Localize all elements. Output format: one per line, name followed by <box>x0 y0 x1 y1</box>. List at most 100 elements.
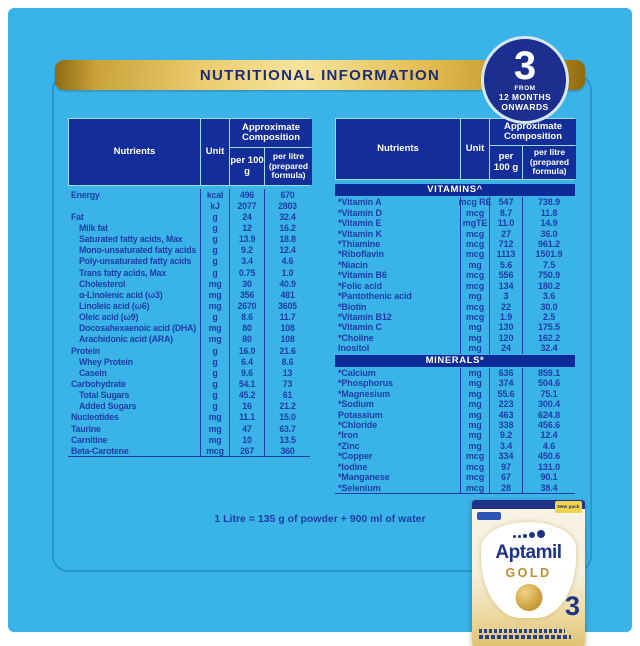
nutrient-unit: mg <box>460 322 489 333</box>
value-per-100g: 27 <box>489 228 522 239</box>
nutrient-unit: mg <box>460 259 489 271</box>
nutrient-name: Oleic acid (ω9) <box>79 312 139 323</box>
nutrient-name: *Vitamin C <box>338 322 382 333</box>
nutrient-name: *Magnesium <box>338 388 391 399</box>
table-row: Oleic acid (ω9) g 8.6 11.7 <box>68 311 310 323</box>
pack-fine-print <box>479 635 571 639</box>
nutrient-name: Linoleic acid (ω6) <box>79 300 150 311</box>
table-row: Fat g 24 32.4 <box>68 211 310 223</box>
nutrient-name: *Vitamin K <box>338 228 382 239</box>
value-per-litre: 300.4 <box>522 398 575 410</box>
nutrient-unit: mg <box>460 388 489 399</box>
product-pack-image: New pack Aptamil GOLD 3 <box>472 500 585 646</box>
value-per-100g: 356 <box>229 289 264 301</box>
pack-stage-number: 3 <box>564 591 580 621</box>
gold-medal-icon <box>515 584 542 611</box>
nutrient-name: *Choline <box>338 332 374 343</box>
table-row: Cholesterol mg 30 40.9 <box>68 278 310 290</box>
nutrient-name: Added Sugars <box>79 401 137 412</box>
value-per-100g: 80 <box>229 333 264 345</box>
nutrient-unit: mcg <box>460 280 489 291</box>
maker-logo <box>477 512 501 520</box>
table-row: *Chloride mg 338 456.6 <box>335 419 575 431</box>
col-header-unit: Unit <box>201 119 229 185</box>
nutrient-unit: mgTE <box>460 217 489 229</box>
nutrient-unit: mcg <box>460 207 489 218</box>
value-per-litre: 624.8 <box>522 409 575 420</box>
page-title: NUTRITIONAL INFORMATION <box>199 66 441 84</box>
col-header-per-100g: per 100 g <box>490 146 522 179</box>
table-row: *Selenium mcg 28 38.4 <box>335 482 575 493</box>
table-row: *Phosphorus mg 374 504.6 <box>335 378 575 389</box>
nutrient-name: *Pantothenic acid <box>338 291 412 302</box>
value-per-100g: 334 <box>489 451 522 462</box>
nutrient-name: *Iron <box>338 430 359 441</box>
nutrient-unit: g <box>200 311 229 323</box>
preparation-note: 1 Litre = 135 g of powder + 900 ml of wa… <box>214 513 426 525</box>
value-per-litre: 12.4 <box>264 244 310 256</box>
table-row: Linoleic acid (ω6) mg 2670 3605 <box>68 300 310 312</box>
pack-shield: Aptamil GOLD <box>481 522 576 618</box>
value-per-100g: 16 <box>229 400 264 412</box>
nutrient-name: Casein <box>79 367 107 378</box>
nutrient-unit: g <box>200 367 229 379</box>
variant-name: GOLD <box>505 566 552 580</box>
value-per-100g: 22 <box>489 301 522 312</box>
value-per-litre: 162.2 <box>522 332 575 344</box>
table-row: *Vitamin B12 mcg 1.9 2.5 <box>335 311 575 323</box>
nutrient-name: *Folic acid <box>338 280 382 291</box>
nutrient-unit: g <box>200 233 229 245</box>
value-per-litre: 738.9 <box>522 197 575 208</box>
value-per-litre: 21.6 <box>264 344 310 357</box>
nutrient-name: *Selenium <box>338 482 381 493</box>
nutrient-name: *Vitamin B6 <box>338 270 387 281</box>
table-row: *Vitamin A mcg RE 547 738.9 <box>335 197 575 208</box>
table-row: Mono-unsaturated fatty acids g 9.2 12.4 <box>68 244 310 256</box>
value-per-100g: 6.4 <box>229 356 264 368</box>
nutrient-name: Saturated fatty acids, Max <box>79 234 183 245</box>
value-per-litre: 450.6 <box>522 451 575 462</box>
value-per-litre: 13.5 <box>264 434 310 446</box>
table-row: Whey Protein g 6.4 8.6 <box>68 356 310 368</box>
nutrient-unit: mg <box>460 332 489 344</box>
value-per-100g: 547 <box>489 197 522 208</box>
nutrient-name: Taurine <box>71 423 101 434</box>
nutrient-unit: mcg <box>460 451 489 462</box>
value-per-100g: 8.7 <box>489 207 522 218</box>
table-row: *Thiamine mcg 712 961.2 <box>335 238 575 250</box>
value-per-litre: 961.2 <box>522 238 575 250</box>
nutrient-name <box>68 200 200 211</box>
value-per-100g: 24 <box>489 343 522 354</box>
value-per-100g: 120 <box>489 332 522 344</box>
value-per-100g: 9.6 <box>229 367 264 379</box>
table-row: *Riboflavin mcg 1113 1501.9 <box>335 249 575 260</box>
value-per-litre: 11.8 <box>522 207 575 218</box>
value-per-100g: 463 <box>489 409 522 420</box>
value-per-100g: 3.4 <box>489 440 522 452</box>
stage-number: 3 <box>513 43 537 88</box>
nutrient-name: Poly-unsaturated fatty acids <box>79 256 192 267</box>
nutrient-name: Arachidonic acid (ARA) <box>79 334 173 345</box>
nutrients-table-right: Nutrients Unit Approximate Composition p… <box>335 118 576 494</box>
col-header-per-100g: per 100 g <box>230 148 264 185</box>
col-header-nutrients: Nutrients <box>69 119 200 185</box>
table-row: Potassium mg 463 624.8 <box>335 409 575 420</box>
value-per-100g: 45.2 <box>229 389 264 401</box>
nutrient-name: Total Sugars <box>79 390 130 401</box>
value-per-litre: 108 <box>264 333 310 345</box>
nutrient-name: Inositol <box>338 343 370 354</box>
value-per-litre: 21.2 <box>264 400 310 412</box>
value-per-litre: 63.7 <box>264 422 310 435</box>
value-per-100g: 9.2 <box>489 430 522 441</box>
nutrient-name: *Copper <box>338 451 373 462</box>
badge-line-from: FROM <box>514 84 536 92</box>
nutrient-name: α-Linolenic acid (ω3) <box>79 289 163 300</box>
value-per-100g: 13.9 <box>229 233 264 245</box>
col-header-per-litre: per litre (prepared formula) <box>265 148 312 185</box>
value-per-litre: 4.6 <box>522 440 575 452</box>
nutrient-unit: mg <box>200 422 229 435</box>
value-per-litre: 2.5 <box>522 311 575 323</box>
table-row: *Sodium mg 223 300.4 <box>335 398 575 410</box>
nutrient-name: Protein <box>71 345 100 356</box>
value-per-100g: 9.2 <box>229 244 264 256</box>
